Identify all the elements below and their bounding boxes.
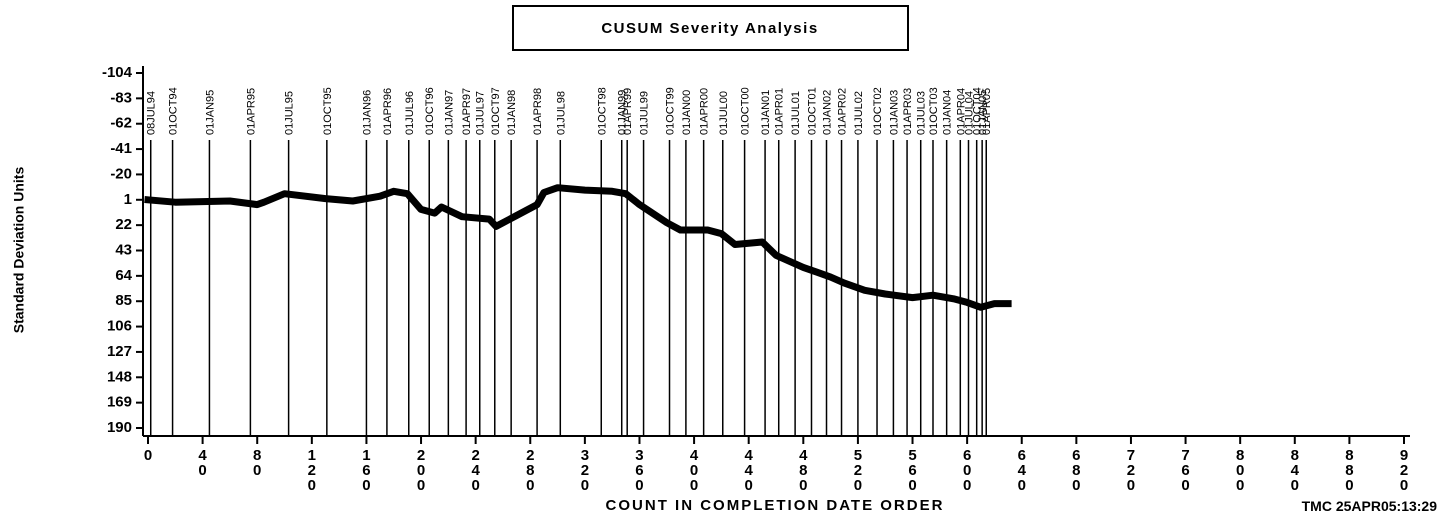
reference-label: 01JAN98 [506,90,518,135]
reference-label: 01JUL98 [555,91,567,135]
y-tick-label: 169 [107,394,132,411]
y-tick-label: 22 [115,216,132,233]
footnote: TMC 25APR05:13:29 [1302,498,1438,514]
reference-label: 01JAN02 [822,90,834,135]
reference-label: 01APR04 [955,88,967,135]
x-axis-label: COUNT IN COMPLETION DATE ORDER [606,497,945,514]
reference-label: 01JAN95 [204,90,216,135]
y-tick-label: 148 [107,368,132,385]
reference-label: 01OCT96 [424,87,436,135]
y-tick-label: 64 [115,267,132,284]
y-tick-label: -62 [110,115,132,132]
y-tick-label: 85 [115,292,132,309]
y-tick-label: -20 [110,165,132,182]
reference-label: 01APR02 [837,88,849,135]
reference-label: 01APR98 [532,88,544,135]
reference-label: 01OCT97 [490,87,502,135]
reference-label: 01JAN00 [681,90,693,135]
y-tick-label: 106 [107,318,132,335]
reference-label: 01APR96 [382,88,394,135]
reference-label: 01APR97 [461,88,473,135]
reference-label: 01OCT94 [168,87,180,135]
reference-label: 01JUL04 [963,91,975,135]
reference-label: 01JUL97 [475,91,487,135]
reference-label: 01JAN05 [977,90,989,135]
reference-label: 01JAN04 [942,90,954,135]
reference-label: 01JAN03 [888,90,900,135]
reference-label: 01APR01 [774,88,786,135]
reference-label: 01APR99 [622,88,634,135]
reference-label: 01JAN97 [443,90,455,135]
y-axis-label: Standard Deviation Units [11,167,27,334]
cusum-line [144,184,1012,311]
reference-label: 01JUL99 [639,91,651,135]
reference-label: 01JUL96 [404,91,416,135]
reference-label: 01JAN01 [760,90,772,135]
reference-label: 01OCT00 [740,87,752,135]
reference-label: 01OCT02 [872,87,884,135]
title-box [512,5,909,51]
reference-label: 01APR05 [981,88,993,135]
reference-label: 01APR00 [699,88,711,135]
reference-label: 01APR95 [245,88,257,135]
reference-label: 01OCT03 [928,87,940,135]
y-tick-label: 190 [107,419,132,436]
y-tick-label: 127 [107,343,132,360]
reference-label: 08JUL94 [146,91,158,135]
y-tick-label: 43 [115,241,132,258]
reference-label: 01JUL00 [718,91,730,135]
reference-label: 01JUL02 [853,91,865,135]
y-tick-label: -41 [110,140,132,157]
reference-label: 01JUL01 [790,91,802,135]
reference-label: 01OCT04 [972,87,984,135]
reference-label: 01APR03 [902,88,914,135]
y-tick-label: 1 [124,191,132,208]
reference-label: 01JUL03 [916,91,928,135]
y-tick-label: -104 [102,64,133,81]
reference-label: 01OCT95 [322,87,334,135]
reference-label: 01JAN99 [617,90,629,135]
chart-title: CUSUM Severity Analysis [601,20,818,37]
reference-label: 01OCT01 [806,87,818,135]
reference-label: 01OCT98 [596,87,608,135]
x-tick-label: 0 [144,447,152,464]
y-tick-label: -83 [110,89,132,106]
reference-label: 01OCT99 [665,87,677,135]
reference-label: 01JUL95 [284,91,296,135]
reference-label: 01JAN96 [361,90,373,135]
